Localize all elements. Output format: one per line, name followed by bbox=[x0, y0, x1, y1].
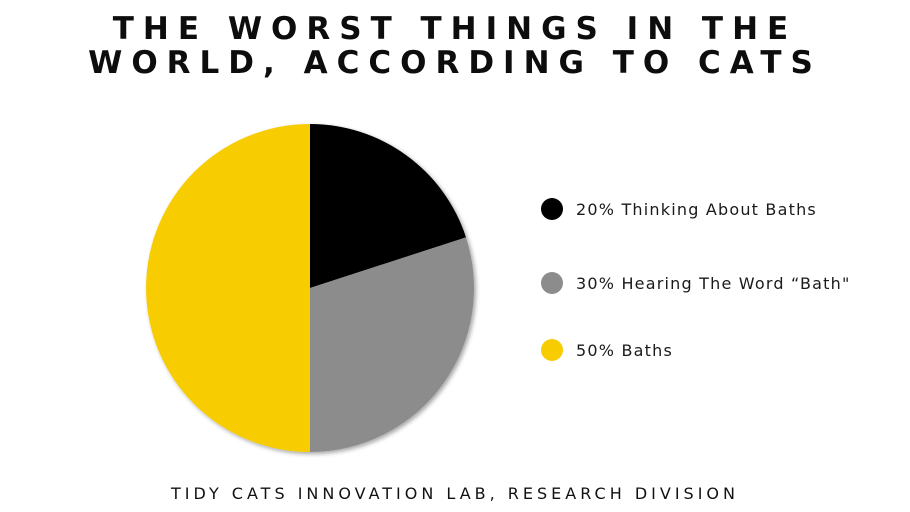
legend-swatch-yellow bbox=[541, 339, 563, 361]
chart-title-line-2: WORLD, ACCORDING TO CATS bbox=[88, 45, 822, 81]
source-footer: TIDY CATS INNOVATION LAB, RESEARCH DIVIS… bbox=[171, 484, 739, 503]
legend-label: 20% Thinking About Baths bbox=[576, 200, 817, 219]
legend-label: 50% Baths bbox=[576, 341, 673, 360]
legend-swatch-gray bbox=[541, 272, 563, 294]
pie-slice-thinking-about-baths bbox=[310, 124, 466, 288]
legend-swatch-black bbox=[541, 198, 563, 220]
chart-title-line-1: THE WORST THINGS IN THE bbox=[112, 11, 798, 47]
pie-slice-hearing-the-word-bath bbox=[310, 237, 474, 452]
legend-label: 30% Hearing The Word “Bath" bbox=[576, 274, 851, 293]
pie-slice-baths bbox=[146, 124, 310, 452]
pie-chart bbox=[146, 124, 474, 452]
